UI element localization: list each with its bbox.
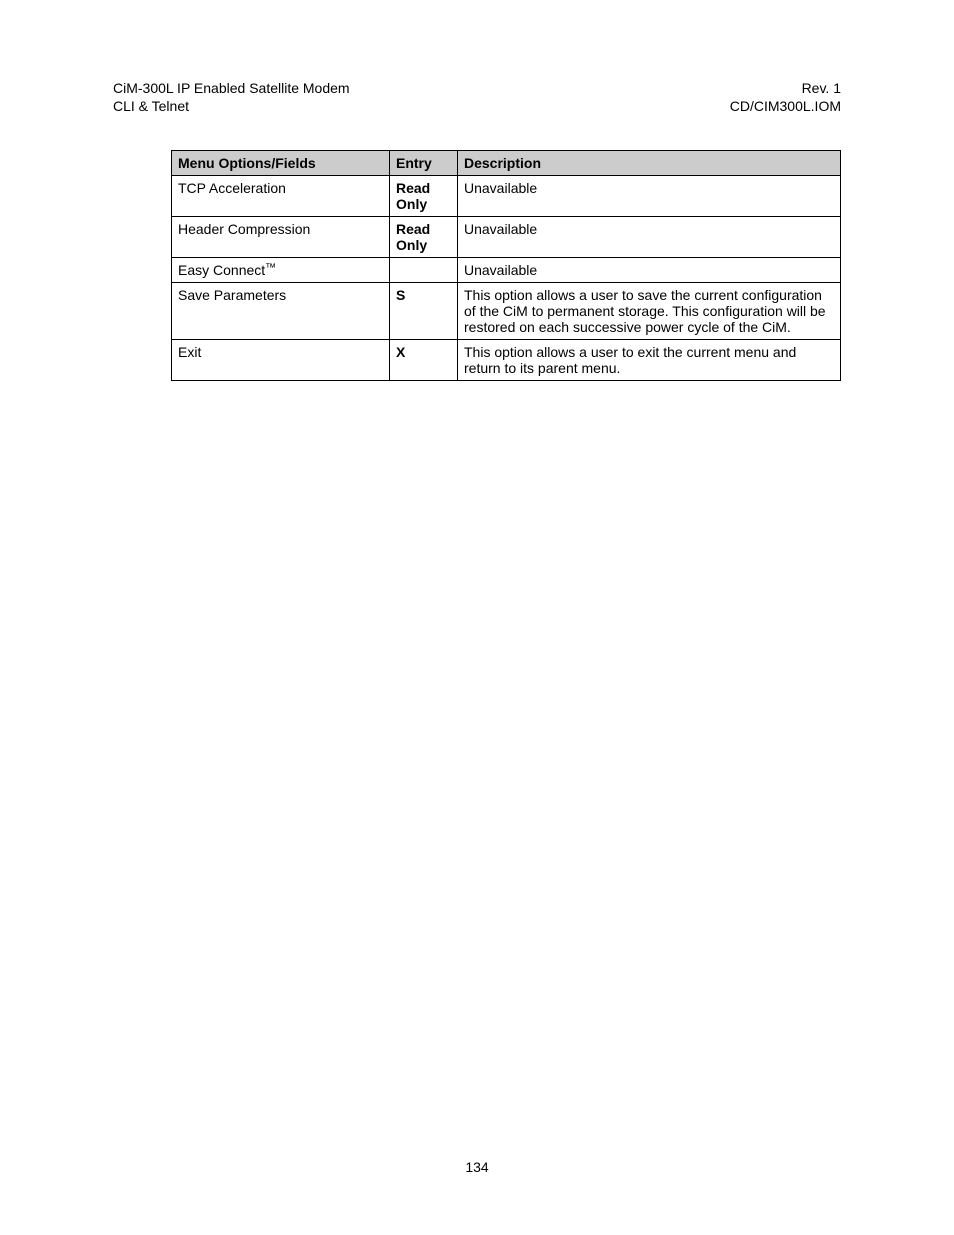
cell-description: Unavailable xyxy=(458,217,841,258)
table-row: Save ParametersSThis option allows a use… xyxy=(172,283,841,340)
header-left: CiM-300L IP Enabled Satellite Modem CLI … xyxy=(113,80,350,115)
cell-menu: Save Parameters xyxy=(172,283,390,340)
cell-entry: Read Only xyxy=(390,176,458,217)
cell-menu: Header Compression xyxy=(172,217,390,258)
header-section: CLI & Telnet xyxy=(113,98,350,116)
cell-entry: S xyxy=(390,283,458,340)
cell-entry: X xyxy=(390,340,458,381)
cell-menu: TCP Acceleration xyxy=(172,176,390,217)
header-right: Rev. 1 CD/CIM300L.IOM xyxy=(730,80,841,115)
cell-entry xyxy=(390,258,458,283)
table-row: Header CompressionRead OnlyUnavailable xyxy=(172,217,841,258)
header-doc-id: CD/CIM300L.IOM xyxy=(730,98,841,116)
table-header-row: Menu Options/Fields Entry Description xyxy=(172,151,841,176)
table-row: Easy Connect™ Unavailable xyxy=(172,258,841,283)
menu-options-table: Menu Options/Fields Entry Description TC… xyxy=(171,150,841,381)
page-footer: 134 xyxy=(0,1159,954,1175)
cell-description: This option allows a user to exit the cu… xyxy=(458,340,841,381)
trademark-symbol: ™ xyxy=(265,262,276,274)
col-header-menu: Menu Options/Fields xyxy=(172,151,390,176)
table-row: TCP AccelerationRead OnlyUnavailable xyxy=(172,176,841,217)
cell-menu: Easy Connect™ xyxy=(172,258,390,283)
col-header-entry: Entry xyxy=(390,151,458,176)
page-number: 134 xyxy=(465,1159,488,1175)
cell-description: Unavailable xyxy=(458,258,841,283)
header-doc-title: CiM-300L IP Enabled Satellite Modem xyxy=(113,80,350,98)
col-header-description: Description xyxy=(458,151,841,176)
cell-description: Unavailable xyxy=(458,176,841,217)
page-header: CiM-300L IP Enabled Satellite Modem CLI … xyxy=(113,80,841,115)
cell-menu: Exit xyxy=(172,340,390,381)
cell-description: This option allows a user to save the cu… xyxy=(458,283,841,340)
cell-entry: Read Only xyxy=(390,217,458,258)
header-revision: Rev. 1 xyxy=(730,80,841,98)
table-row: ExitXThis option allows a user to exit t… xyxy=(172,340,841,381)
